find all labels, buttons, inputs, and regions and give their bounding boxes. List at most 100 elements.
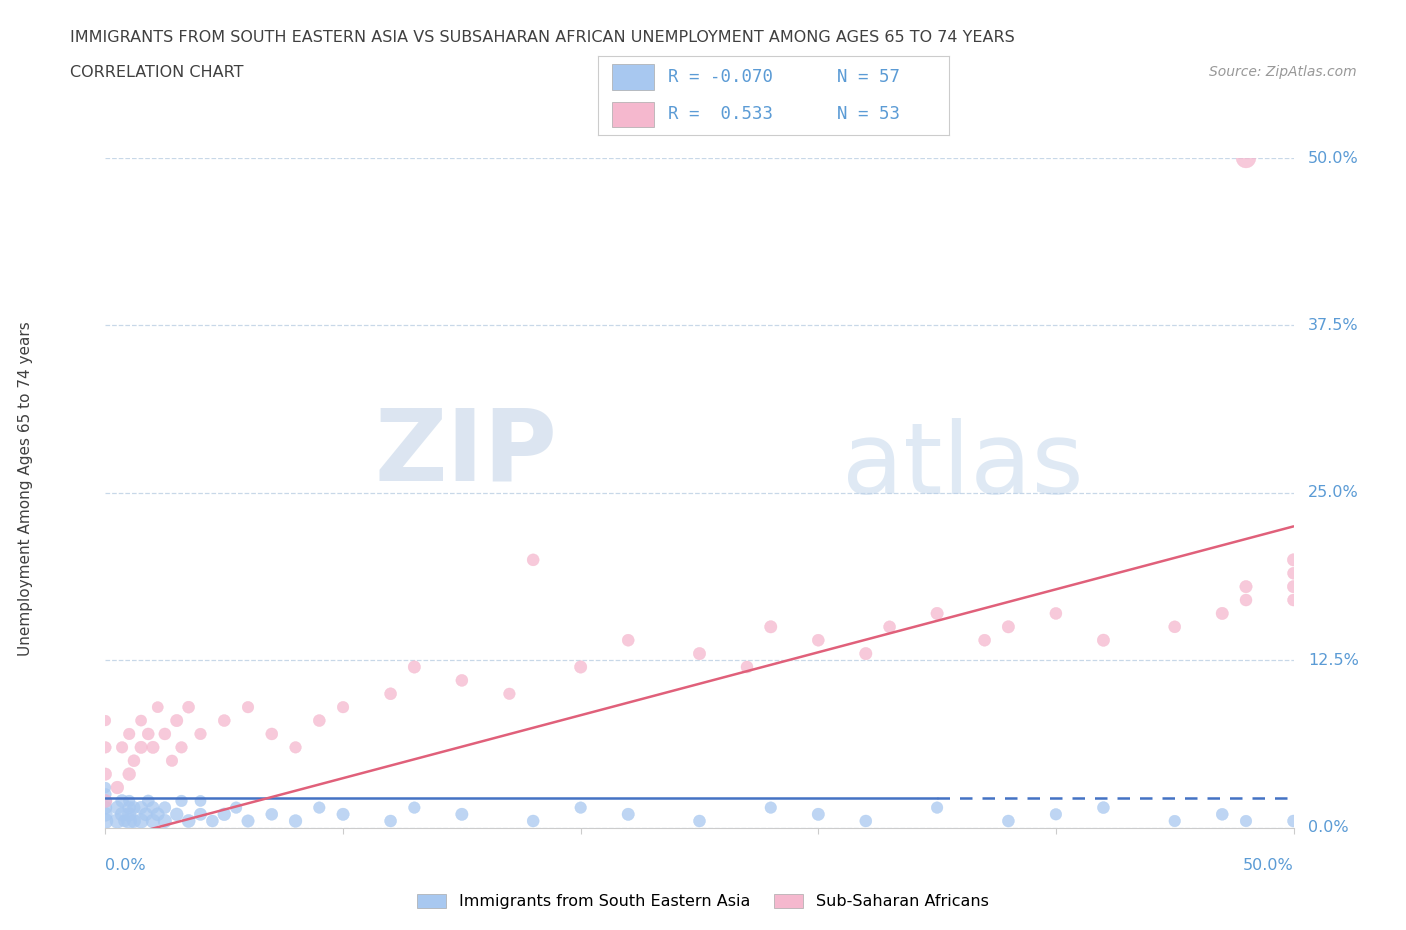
Text: 0.0%: 0.0% <box>105 857 146 873</box>
Point <box>118 793 141 808</box>
Point <box>1234 579 1257 594</box>
Point <box>201 814 224 829</box>
Point <box>1164 814 1187 829</box>
Point <box>925 606 948 621</box>
Point <box>122 753 145 768</box>
Text: 25.0%: 25.0% <box>1308 485 1358 500</box>
Point <box>142 814 165 829</box>
Point <box>118 726 141 741</box>
Point <box>450 807 472 822</box>
Legend: Immigrants from South Eastern Asia, Sub-Saharan Africans: Immigrants from South Eastern Asia, Sub-… <box>409 885 997 917</box>
Point <box>190 726 212 741</box>
Point <box>146 807 169 822</box>
Point <box>1234 151 1257 166</box>
Point <box>522 552 544 567</box>
Point <box>689 814 711 829</box>
Point <box>855 814 877 829</box>
Point <box>284 740 307 755</box>
Point <box>689 646 711 661</box>
Point <box>105 800 128 815</box>
Text: 50.0%: 50.0% <box>1308 151 1358 166</box>
Point <box>450 673 472 688</box>
Point <box>94 780 117 795</box>
Point <box>1282 592 1305 607</box>
FancyBboxPatch shape <box>612 101 654 127</box>
Point <box>1282 552 1305 567</box>
Point <box>111 807 134 822</box>
Point <box>735 659 758 674</box>
Point <box>94 800 117 815</box>
Point <box>284 814 307 829</box>
Point <box>170 740 193 755</box>
Point <box>118 814 141 829</box>
Text: atlas: atlas <box>842 418 1084 514</box>
Point <box>177 814 200 829</box>
Point <box>129 800 152 815</box>
Text: R = -0.070: R = -0.070 <box>668 68 773 86</box>
Point <box>522 814 544 829</box>
Point <box>94 787 117 802</box>
Point <box>807 807 830 822</box>
Point <box>759 800 782 815</box>
Point <box>142 740 165 755</box>
Text: 37.5%: 37.5% <box>1308 318 1358 333</box>
Point <box>129 740 152 755</box>
Point <box>153 800 176 815</box>
Point <box>332 699 354 714</box>
Point <box>1234 592 1257 607</box>
Point <box>997 619 1019 634</box>
Point <box>129 814 152 829</box>
Point <box>94 793 117 808</box>
Text: N = 57: N = 57 <box>837 68 900 86</box>
Point <box>122 800 145 815</box>
Point <box>1045 606 1067 621</box>
Point <box>225 800 247 815</box>
Point <box>925 800 948 815</box>
Point <box>617 632 640 647</box>
Point <box>569 800 592 815</box>
Point <box>879 619 901 634</box>
Point <box>136 726 159 741</box>
Point <box>380 814 402 829</box>
Point <box>807 632 830 647</box>
Point <box>118 800 141 815</box>
Point <box>136 793 159 808</box>
Text: Unemployment Among Ages 65 to 74 years: Unemployment Among Ages 65 to 74 years <box>18 321 32 656</box>
Point <box>1211 606 1233 621</box>
Point <box>190 793 212 808</box>
Point <box>569 659 592 674</box>
Point <box>1282 814 1305 829</box>
Point <box>1282 565 1305 580</box>
Point <box>1234 814 1257 829</box>
Text: ZIP: ZIP <box>374 405 557 501</box>
Point <box>498 686 520 701</box>
Point <box>759 619 782 634</box>
Point <box>94 793 117 808</box>
Point <box>160 753 183 768</box>
Point <box>1092 800 1115 815</box>
Point <box>1211 807 1233 822</box>
Text: 0.0%: 0.0% <box>1308 820 1348 835</box>
Point <box>404 659 426 674</box>
Point <box>94 740 117 755</box>
Point <box>94 814 117 829</box>
Point <box>111 740 134 755</box>
Point <box>1092 632 1115 647</box>
Text: CORRELATION CHART: CORRELATION CHART <box>70 65 243 80</box>
Point <box>94 713 117 728</box>
Point <box>332 807 354 822</box>
Point <box>190 807 212 822</box>
Text: R =  0.533: R = 0.533 <box>668 105 773 124</box>
Point <box>236 699 259 714</box>
Point <box>118 807 141 822</box>
Point <box>404 800 426 815</box>
Point <box>166 807 188 822</box>
Point <box>214 807 236 822</box>
Point <box>997 814 1019 829</box>
Point <box>105 814 128 829</box>
Point <box>617 807 640 822</box>
Point <box>114 814 136 829</box>
Text: 50.0%: 50.0% <box>1243 857 1294 873</box>
Point <box>1282 579 1305 594</box>
Text: IMMIGRANTS FROM SOUTH EASTERN ASIA VS SUBSAHARAN AFRICAN UNEMPLOYMENT AMONG AGES: IMMIGRANTS FROM SOUTH EASTERN ASIA VS SU… <box>70 30 1015 45</box>
